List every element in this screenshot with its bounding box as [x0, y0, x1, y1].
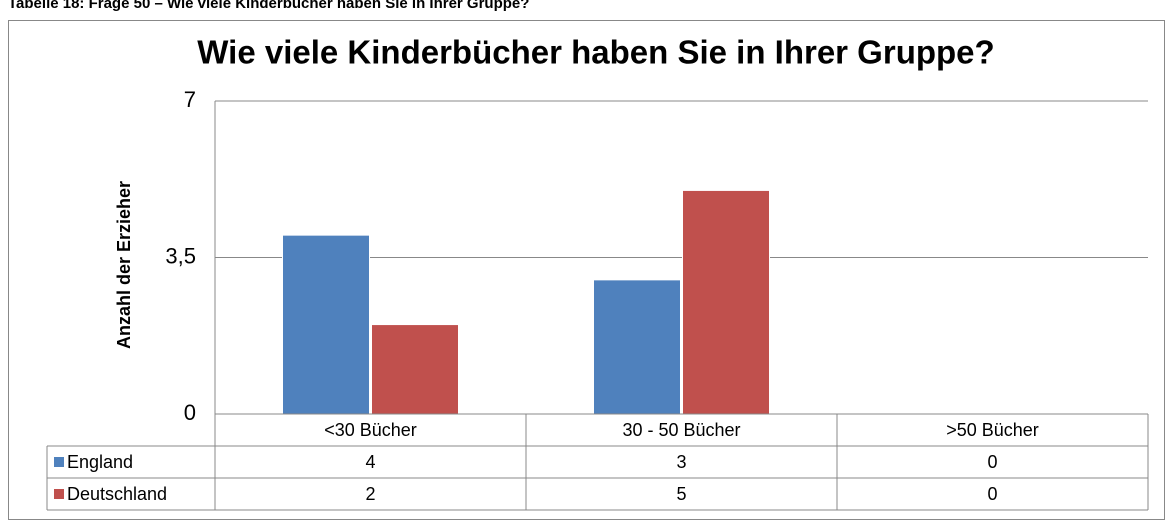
table-value: 3	[676, 452, 686, 472]
table-value: 4	[365, 452, 375, 472]
y-tick-label: 3,5	[165, 243, 196, 268]
y-axis-label: Anzahl der Erzieher	[114, 181, 134, 349]
legend-key	[54, 457, 64, 467]
table-value: 2	[365, 484, 375, 504]
x-tick-label: 30 - 50 Bücher	[622, 420, 740, 440]
bar	[371, 324, 459, 415]
y-tick-label: 7	[184, 87, 196, 112]
chart-frame	[8, 20, 1165, 520]
table-value: 5	[676, 484, 686, 504]
bar	[593, 279, 681, 415]
table-value: 0	[987, 452, 997, 472]
chart-title: Wie viele Kinderbücher haben Sie in Ihre…	[197, 34, 994, 71]
x-tick-label: <30 Bücher	[324, 420, 417, 440]
table-value: 0	[987, 484, 997, 504]
legend-label: England	[67, 452, 133, 472]
legend-label: Deutschland	[67, 484, 167, 504]
caption: Tabelle 18: Frage 50 – Wie viele Kinderb…	[8, 0, 529, 12]
legend-key	[54, 489, 64, 499]
bar	[682, 189, 770, 415]
y-tick-label: 0	[184, 400, 196, 425]
x-tick-label: >50 Bücher	[946, 420, 1039, 440]
bar	[282, 234, 370, 415]
